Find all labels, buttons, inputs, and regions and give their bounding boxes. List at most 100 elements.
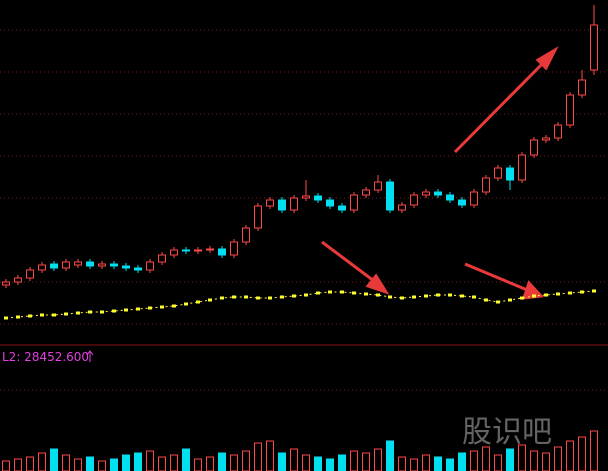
ma-point [112, 309, 116, 313]
candle-body [14, 277, 22, 283]
ma-point [28, 314, 32, 318]
candle-body [542, 137, 550, 141]
volume-bar [398, 456, 406, 471]
ma-point [196, 300, 200, 304]
candle-body [62, 261, 70, 269]
candle-body [278, 199, 286, 211]
ma-point [532, 294, 536, 298]
ma-point [484, 298, 488, 302]
ma-line [5, 290, 595, 319]
volume-bar [590, 430, 598, 471]
volume-bar [506, 448, 514, 471]
volume-bar [314, 456, 322, 471]
candle-body [482, 177, 490, 193]
ma-point [328, 290, 332, 294]
candle-body [434, 191, 442, 196]
volume-bar [302, 454, 310, 471]
ma-point [472, 295, 476, 299]
ma-point [508, 298, 512, 302]
candle-body [302, 195, 310, 199]
volume-bar [110, 458, 118, 471]
ma-point [160, 305, 164, 309]
volume-bar [86, 456, 94, 471]
ma-point [520, 296, 524, 300]
volume-bar [542, 452, 550, 471]
volume-bar [386, 440, 394, 471]
volume-bar [26, 456, 34, 471]
ma-point [496, 300, 500, 304]
ma-point [412, 295, 416, 299]
candle-body [2, 281, 10, 286]
ma-point [340, 290, 344, 294]
volume-bar [566, 440, 574, 471]
candle-body [566, 94, 574, 126]
candle-body [386, 181, 394, 211]
candle-body [518, 154, 526, 181]
ma-point [220, 296, 224, 300]
volume-bar [2, 460, 10, 471]
ma-point [376, 293, 380, 297]
candle-body [230, 241, 238, 256]
candle-body [134, 267, 142, 271]
volume-bar [578, 436, 586, 471]
volume-bar [410, 458, 418, 471]
ma-point [208, 298, 212, 302]
volume-bar [518, 444, 526, 471]
ma-point [148, 306, 152, 310]
watermark: 股识吧 [462, 415, 552, 450]
candle-body [158, 254, 166, 263]
ma-point [592, 289, 596, 293]
volume-bar [146, 450, 154, 471]
volume-bar [530, 450, 538, 471]
volume-bar [230, 454, 238, 471]
candle-body [338, 205, 346, 211]
ma-point [460, 294, 464, 298]
volume-bar [374, 448, 382, 471]
ma-point [16, 315, 20, 319]
candle-body [578, 79, 586, 96]
volume-bar [362, 452, 370, 471]
ma-point [436, 293, 440, 297]
candle-body [38, 264, 46, 271]
candle-body [242, 227, 250, 243]
volume-bar [74, 458, 82, 471]
volume-bar [446, 458, 454, 471]
volume-bar [50, 448, 58, 471]
candle-body [590, 24, 598, 71]
candle-body [326, 199, 334, 207]
candle-body [470, 191, 478, 206]
volume-bar [494, 454, 502, 471]
volume-bar [278, 452, 286, 471]
candle-body [290, 197, 298, 211]
volume-bar [206, 456, 214, 471]
candle-body [458, 199, 466, 206]
ma-point [76, 311, 80, 315]
ma-point [568, 291, 572, 295]
candle-body [194, 249, 202, 252]
volume-bar [470, 450, 478, 471]
volume-bar [554, 446, 562, 471]
ma-point [424, 294, 428, 298]
ma-point [364, 292, 368, 296]
volume-bar [98, 460, 106, 471]
candle-body [254, 205, 262, 229]
ma-point [88, 310, 92, 314]
candle-body [218, 248, 226, 256]
candle-body [74, 261, 82, 266]
volume-bar [182, 448, 190, 471]
ma-point [544, 293, 548, 297]
ma-point [352, 291, 356, 295]
volume-bar [170, 454, 178, 471]
volume-bar [134, 452, 142, 471]
candle-body [206, 248, 214, 251]
ma-point [292, 294, 296, 298]
volume-bar [194, 458, 202, 471]
volume-bar [434, 456, 442, 471]
ma-point [280, 295, 284, 299]
candle-body [350, 194, 358, 211]
candle-body [506, 167, 514, 181]
ma-point [556, 292, 560, 296]
ma-point [580, 290, 584, 294]
volume-bar [14, 458, 22, 471]
candle-body [374, 181, 382, 191]
